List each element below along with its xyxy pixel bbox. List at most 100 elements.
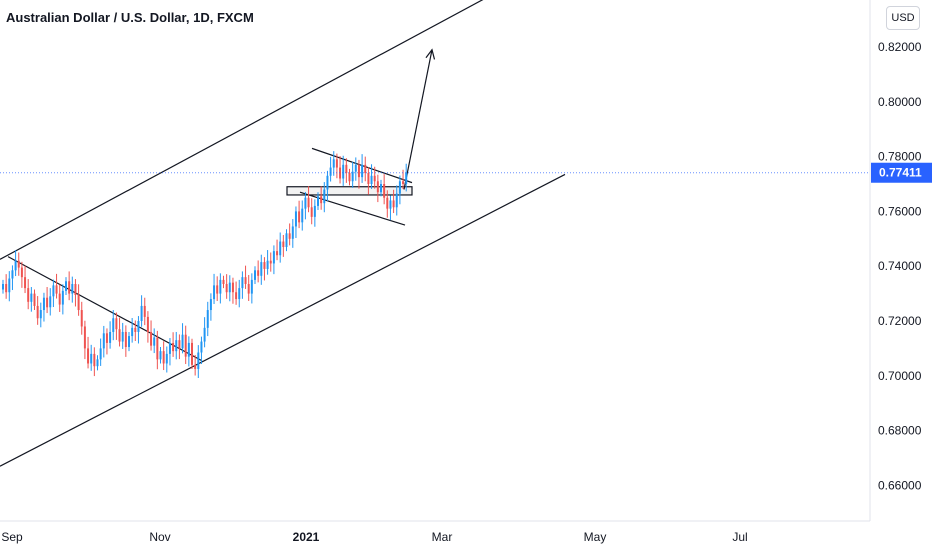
channel-lower-line[interactable]	[0, 173, 566, 467]
candle	[153, 337, 156, 346]
candle	[354, 164, 357, 172]
candle	[146, 316, 149, 332]
candle	[370, 175, 373, 184]
candle	[17, 260, 20, 268]
candle	[335, 159, 338, 168]
candle	[99, 348, 102, 360]
candle	[115, 318, 118, 330]
candle	[216, 285, 219, 294]
candle	[65, 281, 67, 291]
candle	[247, 284, 250, 294]
candle	[357, 164, 360, 178]
candle	[298, 211, 301, 223]
candle	[181, 334, 184, 349]
currency-button[interactable]: USD	[886, 6, 920, 30]
candle	[380, 184, 382, 193]
candle	[156, 337, 159, 360]
candle	[90, 353, 93, 364]
candle	[96, 359, 99, 367]
candle	[282, 241, 285, 248]
candle	[137, 321, 140, 332]
candle	[285, 233, 288, 248]
candle	[118, 329, 121, 342]
candle	[266, 260, 269, 269]
candle	[168, 342, 171, 354]
candle	[260, 262, 263, 276]
candle	[175, 340, 178, 352]
candle	[11, 270, 14, 279]
candle	[269, 260, 272, 264]
candle	[143, 305, 146, 317]
candle	[263, 262, 266, 269]
candle	[241, 277, 244, 289]
candle	[134, 327, 137, 332]
candle	[187, 342, 190, 357]
x-tick-label: May	[584, 530, 607, 544]
candle	[2, 284, 4, 290]
candle	[93, 353, 96, 367]
candle	[203, 327, 206, 342]
candle	[162, 351, 165, 364]
time-axis[interactable]: Sep Nov 2021 Mar May Jul	[0, 520, 870, 544]
candle	[386, 197, 389, 209]
candle	[42, 297, 45, 311]
candle	[310, 207, 313, 217]
y-tick-label: 0.68000	[878, 424, 922, 438]
candle	[291, 226, 294, 239]
candle	[131, 327, 134, 337]
candle	[200, 341, 203, 353]
arrow-line[interactable]	[403, 49, 433, 190]
candle	[58, 293, 61, 305]
candle	[128, 336, 130, 348]
candle	[301, 208, 304, 223]
candle	[348, 173, 351, 182]
candle	[39, 310, 42, 319]
y-tick-label: 0.76000	[878, 204, 922, 218]
channel-upper-line[interactable]	[0, 0, 545, 260]
x-tick-label: Nov	[149, 530, 170, 544]
candle	[228, 282, 231, 293]
y-tick-label: 0.66000	[878, 478, 922, 492]
price-axis[interactable]: 0.82000 0.80000 0.78000 0.76000 0.74000 0.720…	[0, 0, 932, 521]
candle	[376, 181, 379, 193]
candle	[124, 331, 127, 348]
candle	[405, 172, 408, 184]
candle	[244, 277, 247, 285]
candle	[225, 284, 228, 293]
candle	[332, 159, 335, 168]
candle	[46, 297, 49, 308]
candle	[326, 175, 329, 190]
breakout-box[interactable]	[286, 186, 413, 196]
candle	[74, 284, 77, 295]
candle	[165, 353, 168, 364]
candle	[361, 164, 364, 178]
candle	[209, 299, 212, 311]
candle	[206, 310, 209, 328]
candle	[317, 196, 319, 206]
candle	[27, 288, 30, 302]
candle	[313, 205, 316, 217]
candle	[184, 334, 187, 357]
candle	[342, 164, 345, 179]
candle	[345, 164, 348, 174]
candle	[294, 211, 297, 227]
candle	[194, 364, 197, 369]
candle	[257, 270, 260, 276]
candle	[398, 181, 401, 194]
candle	[159, 351, 162, 360]
candle	[383, 184, 386, 198]
y-tick-label: 0.74000	[878, 259, 922, 273]
candle	[197, 352, 200, 369]
candle	[250, 279, 253, 294]
arrow-head	[425, 48, 436, 60]
candle	[323, 189, 326, 204]
candle	[276, 251, 279, 256]
candle	[395, 193, 398, 208]
candle	[112, 318, 115, 332]
candle	[373, 175, 376, 182]
current-price-label: 0.77411	[879, 166, 922, 180]
candle	[140, 305, 143, 321]
candle	[235, 292, 238, 300]
